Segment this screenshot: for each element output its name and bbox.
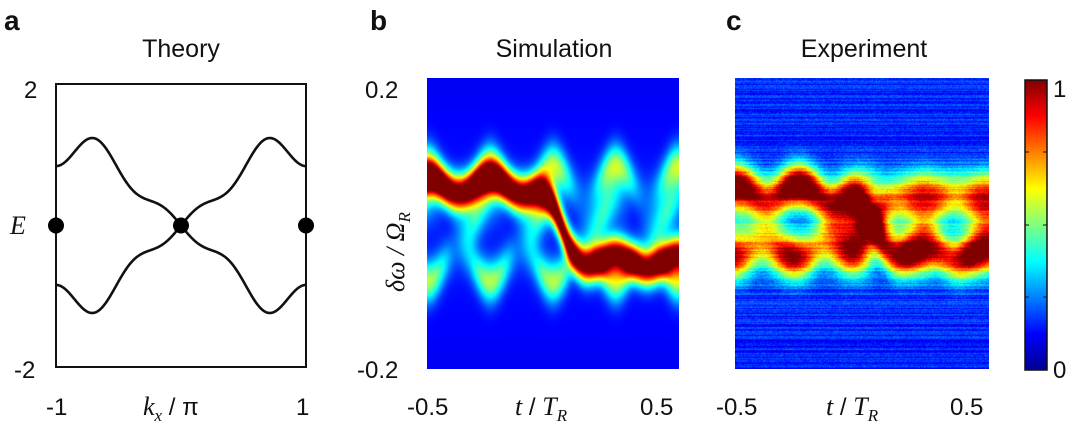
y-tick-a-top: 2: [24, 77, 37, 104]
degeneracy-point: [173, 217, 189, 234]
experiment-heatmap: [735, 78, 989, 369]
panel-letter-b: b: [370, 5, 387, 36]
degeneracy-point: [298, 217, 314, 234]
panel-a: a Theory 2 -2 E -1 1 kx / π: [4, 5, 314, 425]
degeneracy-point: [48, 217, 64, 234]
panel-a-title: Theory: [142, 35, 220, 63]
y-axis-label-a: E: [9, 211, 26, 240]
panel-b-title: Simulation: [496, 35, 613, 63]
colorbar-tick-max: 1: [1053, 76, 1066, 103]
panel-letter-a: a: [4, 5, 20, 36]
y-tick-b-bottom: -0.2: [357, 357, 398, 384]
colorbar-tick-min: 0: [1053, 357, 1066, 384]
panel-letter-c: c: [726, 5, 742, 36]
upper-band-line: [56, 136, 306, 228]
simulation-heatmap: [427, 78, 679, 369]
x-axis-label-b: t / TR: [515, 392, 568, 425]
panel-b: b Simulation 0.2 -0.2 δω / ΩR -0.5 0.5 t…: [357, 5, 679, 425]
x-tick-b-right: 0.5: [640, 394, 673, 421]
x-axis-label-c: t / TR: [826, 392, 879, 425]
x-tick-a-left: -1: [46, 394, 67, 421]
panel-c-title: Experiment: [801, 35, 927, 63]
y-tick-b-top: 0.2: [365, 77, 398, 104]
colorbar: 1 0: [1024, 76, 1066, 384]
x-axis-label-a: kx / π: [143, 392, 199, 425]
x-tick-c-right: 0.5: [950, 394, 983, 421]
lower-band-line: [56, 223, 306, 315]
x-tick-b-left: -0.5: [407, 394, 448, 421]
x-tick-c-left: -0.5: [716, 394, 757, 421]
y-tick-a-bottom: -2: [14, 357, 35, 384]
x-tick-a-right: 1: [296, 394, 309, 421]
panel-c: c Experiment -0.5 0.5 t / TR: [716, 5, 989, 425]
y-axis-label-b: δω / ΩR: [381, 212, 414, 292]
